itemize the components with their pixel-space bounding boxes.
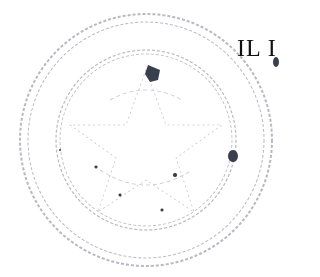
page: IL I (() => { const data = JSON.parse(do… [0,0,284,277]
fragment-text: IL I [237,36,277,63]
stamp-emblem [70,70,222,212]
ink-spots [59,57,279,212]
stamp-rings [20,14,272,266]
